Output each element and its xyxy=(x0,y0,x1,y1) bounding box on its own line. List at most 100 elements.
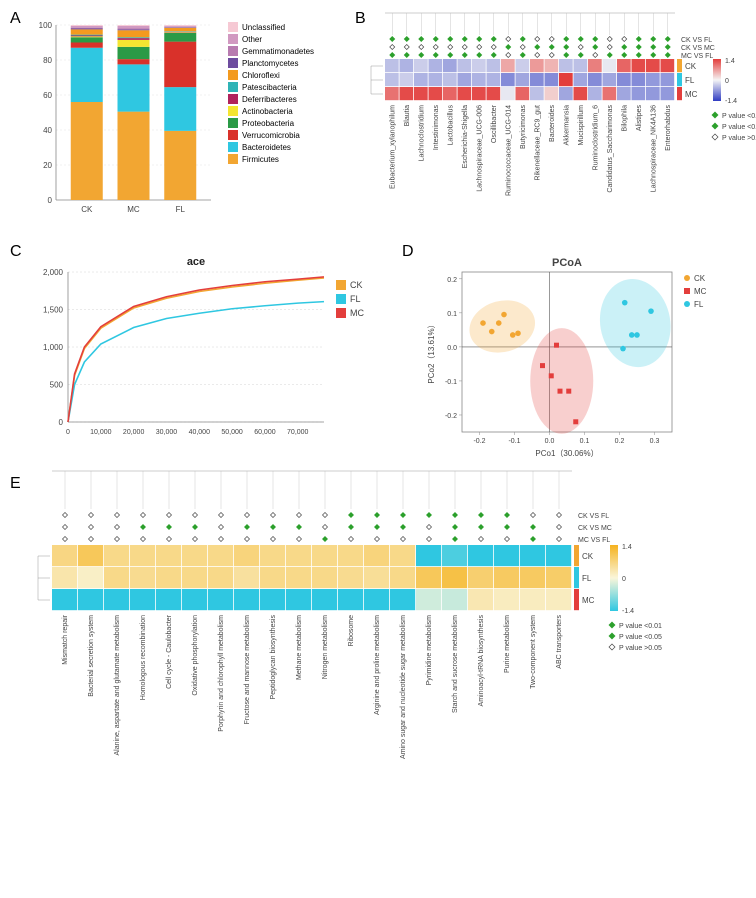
svg-text:1.4: 1.4 xyxy=(725,58,735,65)
svg-text:FL: FL xyxy=(350,294,361,304)
svg-text:Rikenellaceae_RC9_gut: Rikenellaceae_RC9_gut xyxy=(534,105,541,181)
svg-text:80: 80 xyxy=(43,56,52,65)
svg-text:-1.4: -1.4 xyxy=(725,98,737,105)
svg-text:Alanine, aspartate and glutama: Alanine, aspartate and glutamate metabol… xyxy=(114,615,121,756)
svg-text:CK VS MC: CK VS MC xyxy=(578,525,612,532)
panel-d-label: D xyxy=(402,243,414,261)
svg-text:Lachnospiraceae_UCG-006: Lachnospiraceae_UCG-006 xyxy=(476,105,483,192)
svg-text:FL: FL xyxy=(685,76,695,85)
svg-text:-1.4: -1.4 xyxy=(622,608,634,615)
svg-text:0.0: 0.0 xyxy=(447,345,457,352)
legend-item: Deferribacteres xyxy=(228,94,314,104)
svg-text:Aminoacyl-tRNA biosynthesis: Aminoacyl-tRNA biosynthesis xyxy=(478,615,485,707)
legend-item: Firmicutes xyxy=(228,154,314,164)
svg-text:PCo2（13.61%）: PCo2（13.61%） xyxy=(427,320,436,383)
svg-text:CK VS FL: CK VS FL xyxy=(681,37,712,44)
panel-a-label: A xyxy=(10,10,21,28)
svg-text:Escherichia-Shigella: Escherichia-Shigella xyxy=(462,105,469,169)
svg-text:CK: CK xyxy=(582,552,594,561)
svg-text:Lachnoclostridium: Lachnoclostridium xyxy=(418,105,425,162)
svg-text:CK: CK xyxy=(685,62,697,71)
svg-text:500: 500 xyxy=(50,381,64,390)
legend-item: Bacteroidetes xyxy=(228,142,314,152)
svg-text:0.0: 0.0 xyxy=(545,438,555,445)
svg-text:10,000: 10,000 xyxy=(90,429,112,436)
svg-text:1,000: 1,000 xyxy=(43,343,64,352)
svg-text:Arginine and proline metabolis: Arginine and proline metabolism xyxy=(374,615,381,715)
svg-text:1.4: 1.4 xyxy=(622,544,632,551)
panel-b-heatmap: CK VS FLCK VS MCMC VS FL CK FL MC Eubacteriu… xyxy=(365,7,756,252)
svg-text:Eubacterium_xylanophilum: Eubacterium_xylanophilum xyxy=(389,105,396,189)
svg-text:0: 0 xyxy=(66,429,70,436)
legend-item: Verrucomicrobia xyxy=(228,130,314,140)
svg-text:ABC transporters: ABC transporters xyxy=(556,615,563,669)
legend-item: Gemmatimonadetes xyxy=(228,46,314,56)
svg-text:Alistipes: Alistipes xyxy=(636,105,643,132)
svg-text:-0.1: -0.1 xyxy=(445,379,457,386)
svg-text:FL: FL xyxy=(176,205,186,214)
panel-e-label: E xyxy=(10,475,21,493)
svg-text:P value <0.05: P value <0.05 xyxy=(619,634,662,641)
panel-d-pcoa: PCoA-0.2-0.10.00.10.20.3-0.2-0.10.00.10.… xyxy=(420,252,756,467)
svg-text:Bacteroides: Bacteroides xyxy=(549,105,556,142)
panel-c-chart: ace05001,0001,5002,000010,00020,00030,00… xyxy=(28,252,390,467)
svg-text:P value <0.01: P value <0.01 xyxy=(722,113,756,120)
svg-text:Starch and sucrose metabolism: Starch and sucrose metabolism xyxy=(452,615,459,713)
svg-text:PCoA: PCoA xyxy=(552,257,582,269)
svg-text:0.1: 0.1 xyxy=(447,311,457,318)
svg-text:Ribosome: Ribosome xyxy=(348,615,355,647)
svg-text:PCo1（30.06%）: PCo1（30.06%） xyxy=(535,449,598,458)
svg-text:Cell cycle - Caulobacter: Cell cycle - Caulobacter xyxy=(166,614,173,689)
svg-text:60,000: 60,000 xyxy=(254,429,276,436)
svg-text:Intestinimonas: Intestinimonas xyxy=(433,105,440,151)
svg-text:MC VS FL: MC VS FL xyxy=(578,537,610,544)
svg-text:30,000: 30,000 xyxy=(156,429,178,436)
svg-text:MC: MC xyxy=(685,90,698,99)
legend-item: Actinobacteria xyxy=(228,106,314,116)
svg-text:CK VS FL: CK VS FL xyxy=(578,513,609,520)
svg-text:MC: MC xyxy=(350,308,364,318)
svg-text:20: 20 xyxy=(43,161,52,170)
legend-item: Planctomycetes xyxy=(228,58,314,68)
svg-text:60: 60 xyxy=(43,91,52,100)
svg-text:40: 40 xyxy=(43,126,52,135)
svg-text:Mismatch repair: Mismatch repair xyxy=(62,614,69,664)
svg-text:Homologous recombination: Homologous recombination xyxy=(140,615,147,700)
panel-c-label: C xyxy=(10,243,22,261)
svg-text:Ruminoclostridium_6: Ruminoclostridium_6 xyxy=(592,105,599,170)
svg-text:CK: CK xyxy=(81,205,93,214)
svg-text:-0.1: -0.1 xyxy=(508,438,520,445)
svg-text:Bilophila: Bilophila xyxy=(621,105,628,132)
svg-text:2,000: 2,000 xyxy=(43,268,64,277)
svg-text:Blautia: Blautia xyxy=(404,105,411,127)
svg-text:Oscillibacter: Oscillibacter xyxy=(491,104,498,143)
svg-text:Porphyrin and chlorophyll meta: Porphyrin and chlorophyll metabolism xyxy=(218,615,225,732)
svg-text:100: 100 xyxy=(39,21,53,30)
svg-text:40,000: 40,000 xyxy=(189,429,211,436)
svg-text:0: 0 xyxy=(725,78,729,85)
svg-text:-0.2: -0.2 xyxy=(473,438,485,445)
svg-text:MC: MC xyxy=(127,205,140,214)
svg-text:1,500: 1,500 xyxy=(43,306,64,315)
svg-text:Butyricimonas: Butyricimonas xyxy=(520,105,527,149)
legend-item: Other xyxy=(228,34,314,44)
svg-text:Nitrogen metabolism: Nitrogen metabolism xyxy=(322,615,329,679)
svg-text:0: 0 xyxy=(622,576,626,583)
svg-text:P value <0.01: P value <0.01 xyxy=(619,623,662,630)
svg-text:Mucispirillum: Mucispirillum xyxy=(578,105,585,146)
svg-text:Methane metabolism: Methane metabolism xyxy=(296,615,303,680)
svg-text:0: 0 xyxy=(48,196,53,205)
svg-text:Purine metabolism: Purine metabolism xyxy=(504,615,511,673)
svg-text:P value <0.05: P value <0.05 xyxy=(722,124,756,131)
svg-text:P value >0.05: P value >0.05 xyxy=(722,135,756,142)
svg-text:FL: FL xyxy=(694,300,704,309)
svg-text:0.2: 0.2 xyxy=(447,277,457,284)
svg-text:70,000: 70,000 xyxy=(287,429,309,436)
svg-text:Two-component system: Two-component system xyxy=(530,615,537,689)
svg-text:FL: FL xyxy=(582,574,592,583)
svg-text:Pyrimidine metabolism: Pyrimidine metabolism xyxy=(426,615,433,686)
svg-text:MC VS FL: MC VS FL xyxy=(681,53,713,60)
svg-text:Amino sugar and nucleotide sug: Amino sugar and nucleotide sugar metabol… xyxy=(400,615,407,759)
svg-text:ace: ace xyxy=(187,256,205,268)
svg-text:CK VS MC: CK VS MC xyxy=(681,45,715,52)
